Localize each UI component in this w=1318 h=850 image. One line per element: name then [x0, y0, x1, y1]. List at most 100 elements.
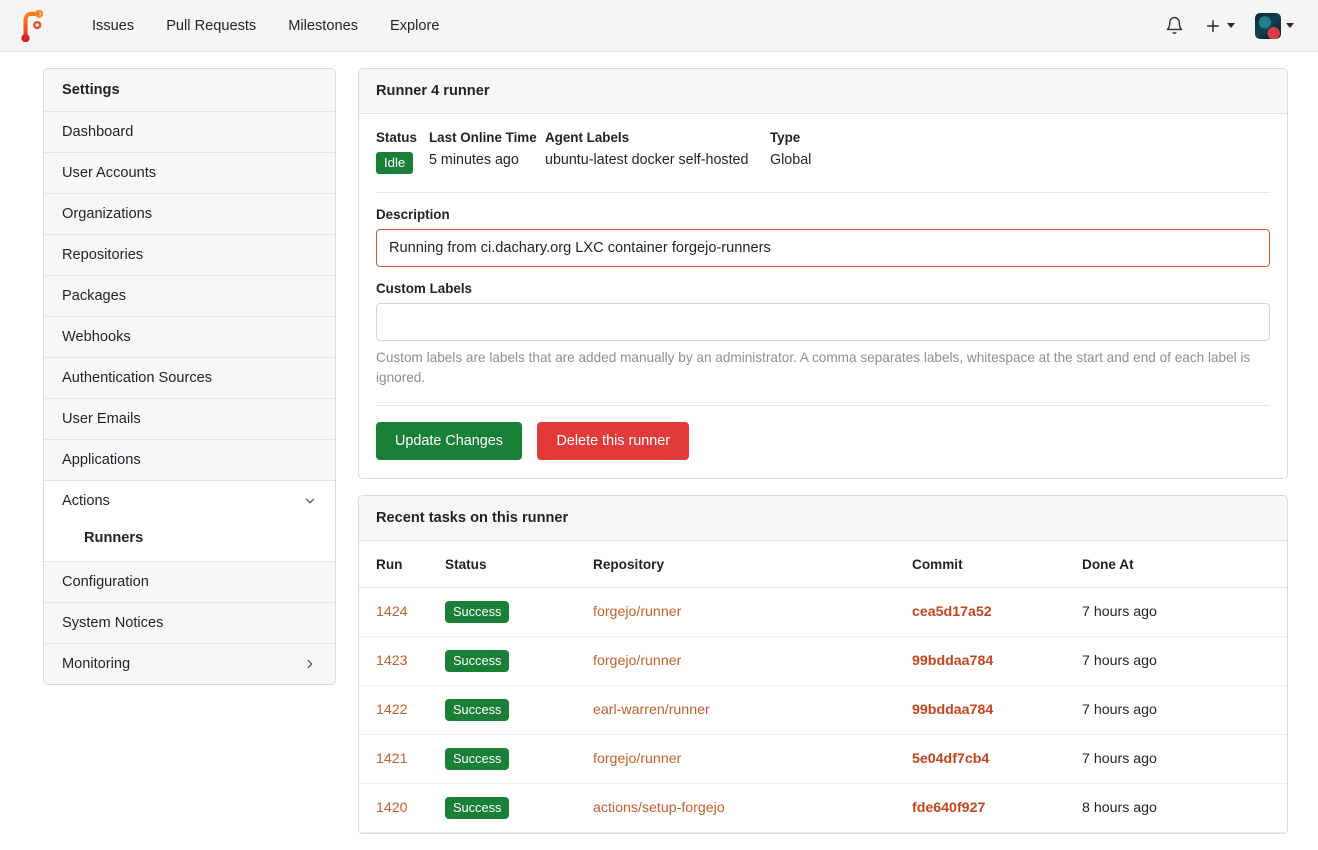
runner-actions-row: Update Changes Delete this runner [376, 422, 1270, 461]
tasks-table-body: 1424 Success forgejo/runner cea5d17a52 7 hou… [359, 587, 1287, 834]
recent-tasks-title: Recent tasks on this runner [359, 496, 1287, 542]
status-badge: Success [445, 650, 510, 673]
status-badge: Success [445, 699, 510, 722]
cell-repository: forgejo/runner [593, 636, 912, 687]
agent-labels-header: Agent Labels [545, 130, 630, 145]
sidebar-item-user-emails[interactable]: User Emails [44, 399, 335, 440]
commit-link[interactable]: 99bddaa784 [912, 702, 994, 719]
commit-link[interactable]: 5e04df7cb4 [912, 751, 990, 768]
sidebar-item-dashboard[interactable]: Dashboard [44, 112, 335, 153]
column-header-commit: Commit [912, 541, 1082, 589]
sidebar-item-packages[interactable]: Packages [44, 276, 335, 317]
table-row: 1421 Success forgejo/runner 5e04df7cb4 7 hou… [359, 734, 1287, 785]
cell-run: 1420 [359, 783, 445, 834]
cell-commit: cea5d17a52 [912, 587, 1082, 638]
run-link[interactable]: 1421 [376, 751, 408, 768]
custom-labels-input[interactable] [376, 302, 1270, 341]
commit-link[interactable]: fde640f927 [912, 800, 986, 817]
sidebar-item-label: System Notices [62, 615, 164, 631]
last-online-header: Last Online Time [429, 130, 537, 145]
sidebar-item-label: Dashboard [62, 124, 134, 140]
repository-link[interactable]: forgejo/runner [593, 751, 682, 768]
commit-link[interactable]: 99bddaa784 [912, 653, 994, 670]
custom-labels-field-group: Custom Labels Custom labels are labels t… [376, 281, 1270, 387]
settings-sidebar: Settings Dashboard User Accounts Organiz… [43, 68, 336, 685]
status-badge: Success [445, 797, 510, 820]
column-header-run: Run [359, 541, 445, 589]
sidebar-title: Settings [44, 69, 335, 112]
sidebar-item-label: Actions [62, 493, 110, 509]
cell-commit: fde640f927 [912, 783, 1082, 834]
table-row: 1422 Success earl-warren/runner 99bddaa784 7… [359, 685, 1287, 736]
sidebar-item-authentication-sources[interactable]: Authentication Sources [44, 358, 335, 399]
column-header-done-at: Done At [1082, 541, 1287, 589]
main-content: Runner 4 runner Status Last Online Time … [358, 68, 1288, 850]
nav-link-pull-requests[interactable]: Pull Requests [166, 17, 257, 34]
table-row: 1423 Success forgejo/runner 99bddaa784 7 hou… [359, 636, 1287, 687]
custom-labels-label: Custom Labels [376, 280, 472, 296]
description-input[interactable] [376, 228, 1270, 267]
nav-link-issues[interactable]: Issues [92, 17, 135, 34]
status-badge: Success [445, 748, 510, 771]
cell-status: Success [445, 636, 593, 687]
cell-run: 1424 [359, 587, 445, 638]
cell-status: Success [445, 734, 593, 785]
repository-link[interactable]: forgejo/runner [593, 604, 682, 621]
chevron-right-icon [307, 659, 313, 669]
sidebar-item-label: Configuration [62, 574, 149, 590]
forgejo-logo-icon[interactable] [18, 9, 48, 42]
run-link[interactable]: 1424 [376, 604, 408, 621]
cell-done-at: 7 hours ago [1082, 636, 1287, 687]
cell-repository: forgejo/runner [593, 587, 912, 638]
cell-done-at: 7 hours ago [1082, 587, 1287, 638]
cell-done-at: 8 hours ago [1082, 783, 1287, 834]
chevron-down-icon [1227, 23, 1235, 28]
user-menu-button[interactable] [1247, 8, 1302, 44]
cell-run: 1422 [359, 685, 445, 736]
last-online-value: 5 minutes ago [429, 152, 519, 168]
runner-card-body: Status Last Online Time Agent Labels Typ… [359, 114, 1287, 478]
commit-link[interactable]: cea5d17a52 [912, 604, 992, 621]
nav-link-explore[interactable]: Explore [390, 17, 440, 34]
tasks-header-row: Run Status Repository Commit Done At [359, 541, 1287, 589]
sidebar-item-system-notices[interactable]: System Notices [44, 603, 335, 644]
sidebar-item-webhooks[interactable]: Webhooks [44, 317, 335, 358]
cell-done-at: 7 hours ago [1082, 685, 1287, 736]
description-field-group: Description [376, 207, 1270, 267]
repository-link[interactable]: forgejo/runner [593, 653, 682, 670]
top-navigation-bar: Issues Pull Requests Milestones Explore [0, 0, 1318, 52]
repository-link[interactable]: earl-warren/runner [593, 702, 710, 719]
run-link[interactable]: 1420 [376, 800, 408, 817]
sidebar-item-organizations[interactable]: Organizations [44, 194, 335, 235]
create-new-button[interactable] [1196, 8, 1243, 44]
status-badge: Idle [376, 152, 414, 174]
sidebar-item-user-accounts[interactable]: User Accounts [44, 153, 335, 194]
sidebar-item-configuration[interactable]: Configuration [44, 562, 335, 603]
delete-runner-button[interactable]: Delete this runner [537, 422, 690, 461]
sidebar-item-label: Monitoring [62, 656, 131, 672]
sidebar-item-label: User Emails [62, 411, 141, 427]
cell-done-at: 7 hours ago [1082, 734, 1287, 785]
sidebar-item-repositories[interactable]: Repositories [44, 235, 335, 276]
sidebar-item-label: Authentication Sources [62, 370, 213, 386]
table-row: 1424 Success forgejo/runner cea5d17a52 7 hou… [359, 587, 1287, 638]
nav-link-milestones[interactable]: Milestones [288, 17, 358, 34]
cell-repository: earl-warren/runner [593, 685, 912, 736]
sidebar-item-actions[interactable]: Actions [44, 481, 335, 521]
run-link[interactable]: 1423 [376, 653, 408, 670]
status-badge: Success [445, 601, 510, 624]
type-header: Type [770, 130, 801, 145]
run-link[interactable]: 1422 [376, 702, 408, 719]
sidebar-item-monitoring[interactable]: Monitoring [44, 644, 335, 684]
update-changes-button[interactable]: Update Changes [376, 422, 523, 461]
description-label: Description [376, 206, 450, 222]
bell-icon [1166, 16, 1183, 35]
cell-status: Success [445, 783, 593, 834]
chevron-down-icon [1286, 23, 1294, 28]
table-row: 1420 Success actions/setup-forgejo fde640f9… [359, 783, 1287, 834]
sidebar-item-applications[interactable]: Applications [44, 440, 335, 481]
sidebar-item-runners[interactable]: Runners [84, 530, 144, 546]
notifications-button[interactable] [1157, 8, 1192, 44]
repository-link[interactable]: actions/setup-forgejo [593, 800, 725, 817]
runner-meta-grid: Status Last Online Time Agent Labels Typ… [376, 130, 1270, 193]
